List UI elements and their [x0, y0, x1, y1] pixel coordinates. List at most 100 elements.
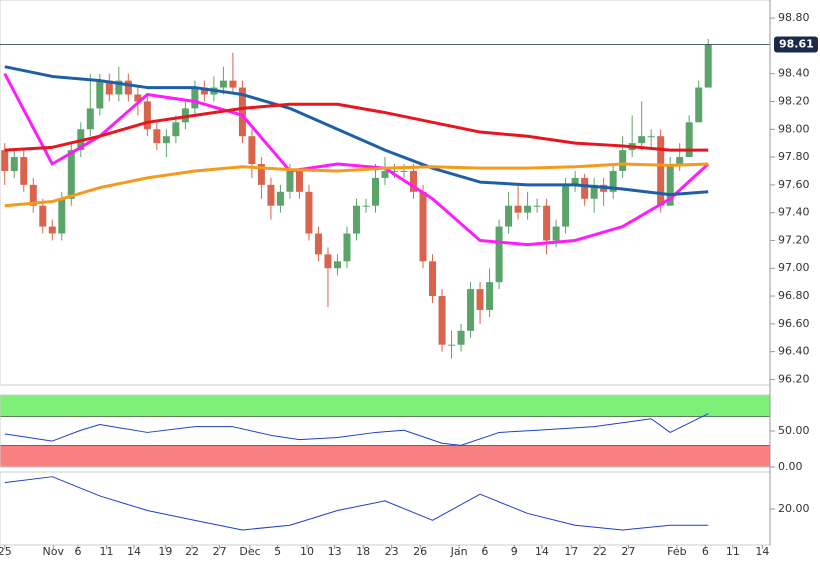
- x-tick-label: 22: [593, 545, 607, 558]
- panel-frame: [0, 471, 771, 546]
- candle-body: [676, 157, 684, 165]
- x-tick-label: 23: [385, 545, 399, 558]
- candle-body: [134, 94, 142, 102]
- candle-body: [295, 170, 303, 192]
- candle-body: [619, 150, 627, 171]
- candle-body: [457, 330, 465, 345]
- candle-body: [695, 87, 703, 123]
- candle-body: [10, 157, 18, 171]
- candle-body: [657, 136, 665, 206]
- x-tick-label: 14: [755, 545, 769, 558]
- candle-body: [39, 205, 47, 227]
- candle-body: [115, 80, 123, 95]
- candle-body: [495, 226, 503, 283]
- line-series: [4, 162, 709, 208]
- y-tick-label: 97.00: [778, 261, 810, 274]
- x-tick-label: 18: [356, 545, 370, 558]
- y-tick-label: 0.00: [778, 460, 803, 473]
- y-tick-label: 98.20: [778, 94, 810, 107]
- last-price-box: [774, 36, 818, 53]
- x-tick-label: 11: [726, 545, 740, 558]
- candle-body: [324, 254, 332, 269]
- candle-body: [685, 122, 693, 158]
- candle-body: [647, 136, 655, 138]
- candle-body: [381, 170, 389, 178]
- candle-body: [257, 164, 265, 185]
- x-tick-label: 13: [328, 545, 342, 558]
- candle-body: [467, 289, 475, 331]
- y-tick-label: 96.40: [778, 345, 810, 358]
- y-tick-label: 50.00: [778, 424, 810, 437]
- candle-body: [286, 170, 294, 192]
- candle-body: [172, 122, 180, 137]
- candle-body: [276, 191, 284, 206]
- x-tick-label: Nov: [43, 545, 65, 558]
- x-tick-label: Jan: [450, 545, 468, 558]
- candle-body: [238, 87, 246, 137]
- x-tick-label: 25: [0, 545, 12, 558]
- y-tick-label: 98.00: [778, 122, 810, 135]
- candle-body: [552, 226, 560, 241]
- candle-body: [143, 101, 151, 130]
- candle-body: [29, 184, 37, 206]
- candle-body: [371, 177, 379, 206]
- line-series: [4, 413, 709, 446]
- candle-body: [419, 191, 427, 262]
- candle-body: [524, 205, 532, 213]
- candle-body: [571, 177, 579, 185]
- y-tick-label: 96.60: [778, 317, 810, 330]
- candle-body: [305, 191, 313, 234]
- candle-body: [352, 205, 360, 234]
- line-series: [4, 102, 709, 152]
- x-tick-label: 17: [564, 545, 578, 558]
- candle-body: [48, 226, 56, 234]
- y-tick-label: 97.20: [778, 233, 810, 246]
- y-tick-label: 96.20: [778, 372, 810, 385]
- x-tick-label: 22: [185, 545, 199, 558]
- candle-body: [704, 44, 712, 88]
- x-tick-label: 19: [158, 545, 172, 558]
- candle-body: [400, 170, 408, 172]
- candle-body: [448, 344, 456, 346]
- candle-body: [505, 205, 513, 227]
- candle-body: [476, 289, 484, 310]
- y-tick-label: 20.00: [778, 502, 810, 515]
- y-tick-label: 96.80: [778, 289, 810, 302]
- x-tick-label: 6: [702, 545, 709, 558]
- candle-body: [590, 184, 598, 199]
- x-tick-label: 5: [274, 545, 281, 558]
- candle-body: [191, 87, 199, 109]
- x-tick-label: 14: [127, 545, 141, 558]
- x-tick-label: 9: [511, 545, 518, 558]
- candle-body: [533, 205, 541, 207]
- band: [0, 445, 771, 468]
- x-tick-label: Dec: [239, 545, 260, 558]
- candle-body: [200, 87, 208, 95]
- x-tick-label: 26: [413, 545, 427, 558]
- candle-body: [581, 177, 589, 199]
- candle-body: [333, 261, 341, 269]
- candle-body: [391, 170, 399, 172]
- candle-body: [86, 108, 94, 130]
- candle-body: [343, 233, 351, 262]
- candle-body: [410, 170, 418, 192]
- last-price-label: 98.61: [779, 37, 814, 50]
- candle-body: [248, 136, 256, 165]
- candle-body: [267, 184, 275, 206]
- candle-body: [638, 136, 646, 144]
- line-series: [3, 72, 710, 247]
- candle-body: [429, 261, 437, 297]
- candle-body: [543, 205, 551, 241]
- x-tick-label: 27: [621, 545, 635, 558]
- candle-body: [229, 80, 237, 88]
- candle-body: [153, 129, 161, 144]
- candle-body: [514, 205, 522, 213]
- candle-body: [362, 205, 370, 207]
- line-series: [4, 65, 709, 197]
- y-tick-label: 97.40: [778, 206, 810, 219]
- candle-body: [486, 282, 494, 310]
- x-tick-label: 11: [99, 545, 113, 558]
- line-series: [4, 476, 709, 531]
